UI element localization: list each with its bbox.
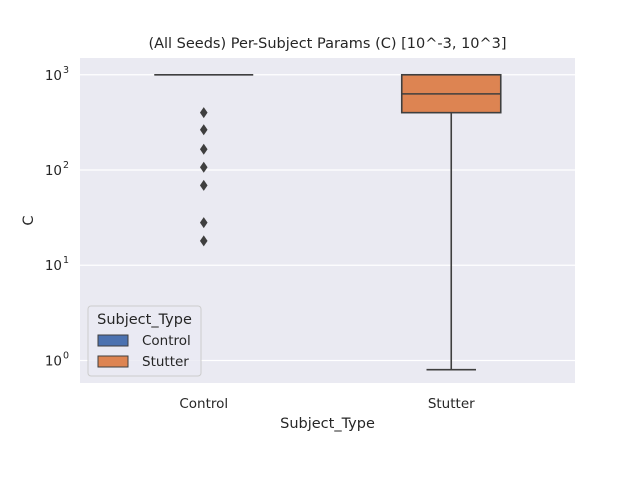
legend-swatch-stutter xyxy=(97,355,129,368)
y-tick-exponent: 1 xyxy=(63,255,69,266)
outlier-point xyxy=(199,143,208,155)
x-axis-label: Subject_Type xyxy=(280,416,375,432)
y-tick-exponent: 3 xyxy=(63,65,69,76)
outlier-point xyxy=(199,235,208,247)
y-tick-label: 10 xyxy=(45,163,62,179)
outlier-point xyxy=(199,179,208,191)
legend-swatch-control xyxy=(97,334,129,347)
y-axis-label: C xyxy=(21,215,37,225)
legend-title: Subject_Type xyxy=(97,312,192,328)
y-tick-label: 10 xyxy=(45,353,62,369)
y-tick-label: 10 xyxy=(45,68,62,84)
outlier-point xyxy=(199,124,208,136)
x-axis-ticks: Control Stutter xyxy=(179,396,475,412)
y-tick-label: 10 xyxy=(45,258,62,274)
boxes xyxy=(154,73,502,371)
y-tick-base: 10 xyxy=(45,353,62,369)
y-tick-base: 10 xyxy=(45,258,62,274)
x-tick-label: Stutter xyxy=(428,396,475,412)
y-tick-exponent: 0 xyxy=(63,350,69,361)
y-tick-base: 10 xyxy=(45,68,62,84)
y-tick-exponent: 2 xyxy=(63,160,69,171)
outlier-point xyxy=(199,217,208,229)
outlier-point xyxy=(199,161,208,173)
outlier-point xyxy=(199,107,208,119)
x-tick-label: Control xyxy=(179,396,228,412)
legend: Subject_Type Control Stutter xyxy=(87,305,202,377)
chart-title: (All Seeds) Per-Subject Params (C) [10^-… xyxy=(148,36,506,52)
legend-label-control: Control xyxy=(142,333,191,349)
y-tick-base: 10 xyxy=(45,163,62,179)
legend-label-stutter: Stutter xyxy=(142,354,189,370)
